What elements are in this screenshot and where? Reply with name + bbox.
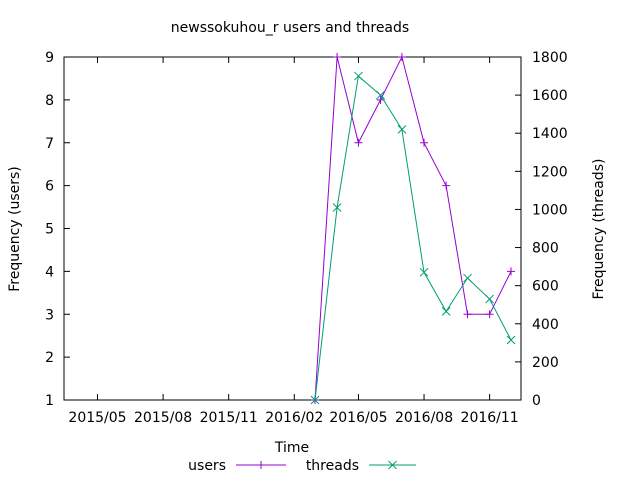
x-tick-label: 2015/11	[200, 410, 258, 426]
y2-tick-label: 1600	[532, 88, 568, 104]
legend-label-users: users	[188, 458, 226, 474]
series-line-threads	[314, 75, 512, 401]
y-tick-label: 1	[45, 393, 54, 409]
x-axis-label: Time	[274, 440, 309, 456]
data-point-users	[420, 138, 429, 147]
y2-tick-label: 1200	[532, 164, 568, 180]
y-tick-label: 3	[45, 307, 54, 323]
y-tick-label: 9	[45, 50, 54, 66]
y2-axis-label: Frequency (threads)	[591, 159, 607, 300]
chart-title: newssokuhou_r users and threads	[171, 20, 409, 36]
y-tick-label: 8	[45, 93, 54, 109]
data-point-threads	[397, 125, 407, 134]
y-tick-label: 4	[45, 264, 54, 280]
data-point-users	[507, 267, 516, 276]
x-tick-label: 2016/08	[395, 410, 453, 426]
legend: users threads	[188, 458, 416, 474]
data-point-threads	[376, 90, 385, 100]
data-point-threads	[485, 294, 494, 304]
x-tick-label: 2016/11	[461, 410, 519, 426]
plot-frame	[63, 56, 522, 401]
x-tick-label: 2015/08	[134, 410, 192, 426]
legend-sample-users	[236, 461, 286, 469]
y2-tick-label: 200	[532, 355, 559, 371]
data-point-users	[333, 53, 342, 61]
x-axis-ticks: 2015/05 2015/08 2015/11 2016/02 2016/05 2016/…	[68, 57, 519, 426]
series-layer	[310, 53, 516, 405]
data-point-users	[463, 310, 472, 319]
y-axis-ticks: 1 2 3 4 5 6 7 8 9	[45, 50, 70, 409]
y2-tick-label: 1400	[532, 126, 568, 142]
legend-marker-users	[257, 461, 265, 469]
y-tick-label: 7	[45, 136, 54, 152]
x-tick-label: 2015/05	[68, 410, 126, 426]
data-point-threads	[310, 395, 320, 405]
y-tick-label: 6	[45, 179, 54, 195]
data-point-threads	[354, 71, 363, 81]
x-tick-label: 2016/02	[265, 410, 323, 426]
data-point-threads	[506, 335, 516, 345]
data-point-users	[485, 310, 494, 319]
y2-tick-label: 600	[532, 279, 559, 295]
series-line-users	[314, 55, 512, 401]
data-point-users	[354, 138, 363, 147]
data-point-users	[397, 53, 406, 61]
legend-marker-threads	[388, 460, 397, 470]
data-point-threads	[332, 203, 342, 212]
y-tick-label: 5	[45, 222, 54, 238]
data-point-users	[442, 181, 451, 190]
y2-tick-label: 800	[532, 241, 559, 257]
y2-axis-ticks: 0 200 400 600 800 1000 1200 1400 1600 1800	[515, 50, 568, 409]
legend-sample-threads	[369, 460, 416, 470]
legend-label-threads: threads	[306, 458, 359, 474]
y-tick-label: 2	[45, 350, 54, 366]
y-axis-label: Frequency (users)	[7, 166, 23, 292]
data-point-threads	[463, 273, 472, 283]
data-point-threads	[419, 267, 429, 277]
y2-tick-label: 1800	[532, 50, 568, 66]
y2-tick-label: 0	[532, 393, 541, 409]
y2-tick-label: 400	[532, 317, 559, 333]
x-tick-label: 2016/05	[329, 410, 387, 426]
data-point-threads	[441, 307, 451, 316]
y2-tick-label: 1000	[532, 202, 568, 218]
